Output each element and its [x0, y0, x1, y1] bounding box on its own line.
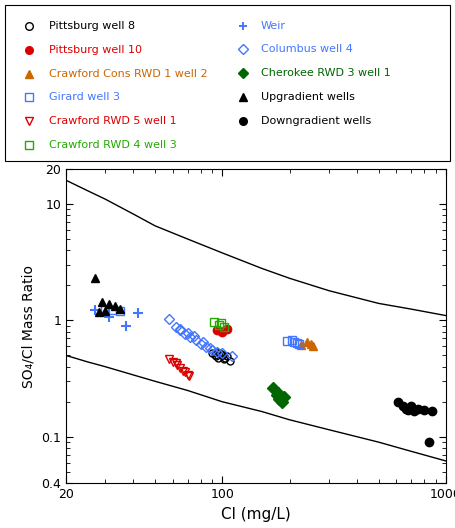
Text: Pittsburg well 8: Pittsburg well 8: [49, 21, 135, 31]
X-axis label: Cl (mg/L): Cl (mg/L): [221, 506, 291, 522]
Text: Weir: Weir: [261, 21, 286, 31]
Text: Downgradient wells: Downgradient wells: [261, 116, 371, 126]
Text: Crawford RWD 5 well 1: Crawford RWD 5 well 1: [49, 117, 177, 127]
Text: Crawford Cons RWD 1 well 2: Crawford Cons RWD 1 well 2: [49, 69, 208, 79]
Text: Crawford RWD 4 well 3: Crawford RWD 4 well 3: [49, 140, 177, 150]
Text: Girard well 3: Girard well 3: [49, 92, 120, 102]
Text: Upgradient wells: Upgradient wells: [261, 92, 355, 102]
Text: Pittsburg well 10: Pittsburg well 10: [49, 44, 142, 54]
Text: Cherokee RWD 3 well 1: Cherokee RWD 3 well 1: [261, 68, 391, 78]
Text: Columbus well 4: Columbus well 4: [261, 44, 353, 54]
Y-axis label: SO₄/Cl Mass Ratio: SO₄/Cl Mass Ratio: [22, 265, 35, 388]
